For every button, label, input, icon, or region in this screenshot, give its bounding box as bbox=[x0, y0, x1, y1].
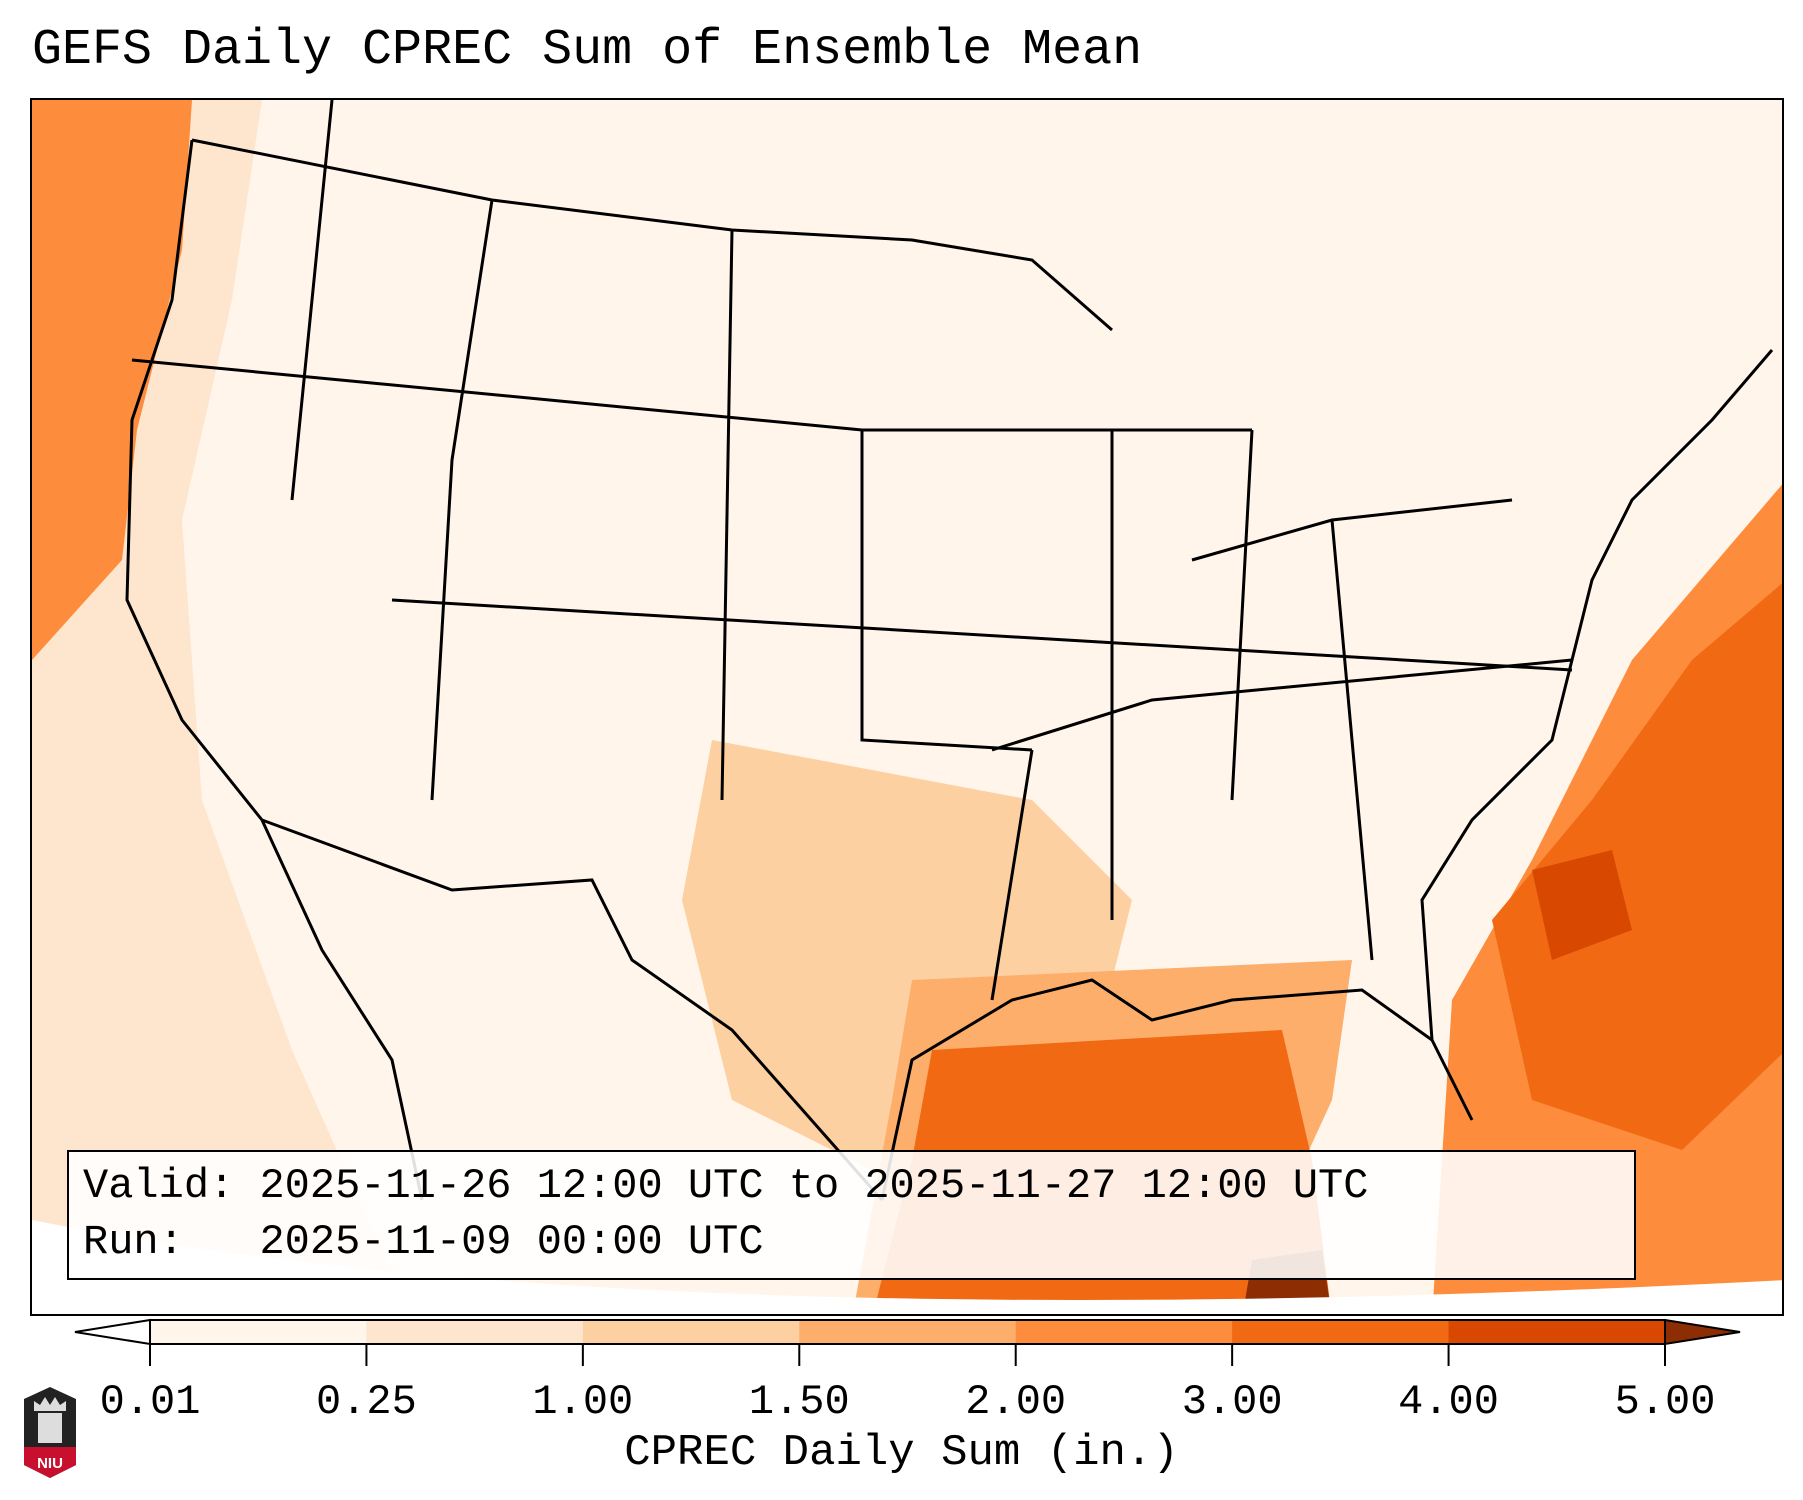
colorbar-segment bbox=[582, 1320, 800, 1344]
colorbar-tick-label: 4.00 bbox=[1398, 1378, 1499, 1426]
colorbar bbox=[74, 1318, 1741, 1366]
colorbar-segment bbox=[799, 1320, 1017, 1344]
map-panel bbox=[30, 98, 1784, 1316]
colorbar-segment bbox=[366, 1320, 584, 1344]
svg-text:NIU: NIU bbox=[37, 1455, 63, 1472]
precip-map bbox=[32, 100, 1782, 1314]
boundaries bbox=[125, 100, 1774, 1201]
valid-label: Valid: bbox=[83, 1162, 235, 1210]
valid-time-range: 2025-11-26 12:00 UTC to 2025-11-27 12:00… bbox=[259, 1162, 1369, 1210]
colorbar-tick-label: 0.01 bbox=[99, 1378, 201, 1426]
niu-logo: NIU bbox=[24, 1387, 76, 1478]
colorbar-extend-low bbox=[74, 1318, 151, 1346]
west-coast bbox=[125, 139, 424, 1201]
colorbar-segment bbox=[150, 1320, 367, 1344]
run-time: 2025-11-09 00:00 UTC bbox=[259, 1218, 764, 1266]
colorbar-extend-high bbox=[1664, 1318, 1741, 1346]
shade-atlantic-max bbox=[1532, 850, 1632, 960]
chart-title: GEFS Daily CPREC Sum of Ensemble Mean bbox=[32, 22, 1143, 79]
colorbar-segment bbox=[1232, 1320, 1450, 1344]
map-edge-white bbox=[32, 1220, 1782, 1314]
shade-pacific bbox=[32, 100, 192, 660]
colorbar-outline bbox=[149, 1319, 1666, 1345]
valid-run-info-box: Valid: 2025-11-26 12:00 UTC to 2025-11-2… bbox=[67, 1150, 1636, 1280]
colorbar-tick-label: 5.00 bbox=[1614, 1378, 1716, 1426]
colorbar-segment bbox=[1015, 1320, 1233, 1344]
state-lines-1 bbox=[131, 100, 1573, 920]
colorbar-segment bbox=[1448, 1320, 1666, 1344]
state-lines-2 bbox=[990, 429, 1573, 1001]
shade-atlantic bbox=[1492, 583, 1782, 1150]
gulf-coast bbox=[880, 978, 1474, 1201]
colorbar-tick-label: 1.50 bbox=[748, 1378, 850, 1426]
colorbar-tick-label: 0.25 bbox=[316, 1378, 417, 1426]
us-mexico-border bbox=[261, 818, 884, 1201]
run-label: Run: bbox=[83, 1218, 184, 1266]
us-canada-border bbox=[191, 138, 1113, 332]
colorbar-label: CPREC Daily Sum (in.) bbox=[624, 1428, 1179, 1478]
colorbar-tick-label: 3.00 bbox=[1181, 1378, 1283, 1426]
colorbar-tick-label: 2.00 bbox=[965, 1378, 1067, 1426]
colorbar-tick-label: 1.00 bbox=[532, 1378, 634, 1426]
